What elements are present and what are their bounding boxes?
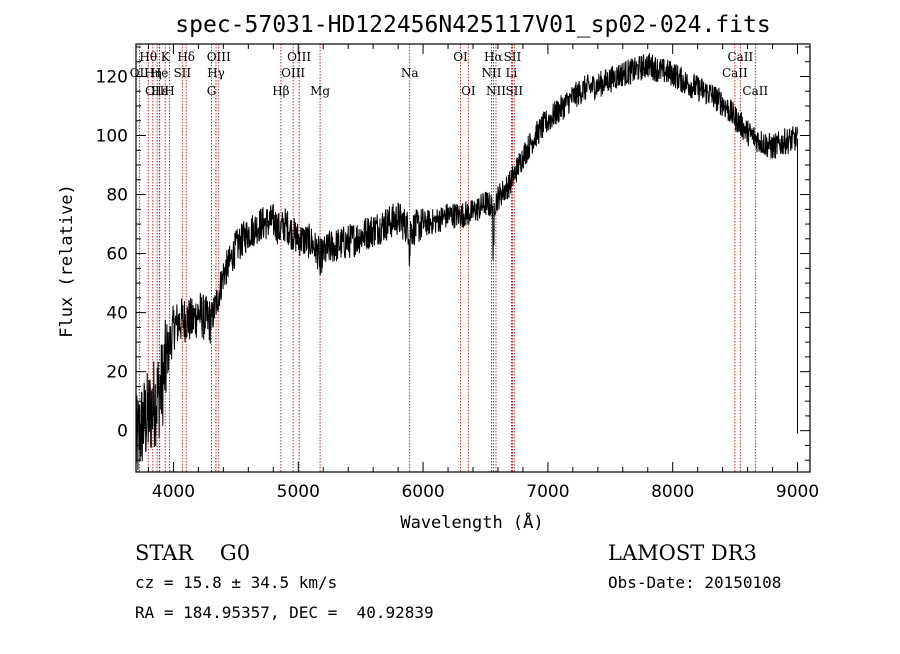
line-label-16: Mg: [310, 84, 330, 98]
y-tick-label-60: 60: [106, 245, 128, 265]
y-tick-label-120: 120: [96, 67, 128, 87]
survey-name: LAMOST DR3: [608, 541, 757, 565]
line-label-4: K: [161, 50, 171, 64]
line-label-14: OIII: [287, 50, 311, 64]
y-tick-label-20: 20: [106, 363, 128, 383]
line-label-5: He: [151, 66, 169, 80]
line-label-8: H: [164, 84, 174, 98]
line-label-20: Hα: [484, 50, 503, 64]
line-label-13: Hβ: [272, 84, 289, 98]
line-label-11: Hγ: [207, 66, 225, 80]
redshift-readout: cz = 15.8 ± 34.5 km/s: [135, 573, 337, 592]
spectrum-series-line: [135, 53, 798, 471]
y-tick-label-0: 0: [117, 422, 128, 442]
line-label-26: CaII: [727, 50, 753, 64]
line-label-9: Hδ: [177, 50, 195, 64]
line-label-27: CaII: [722, 66, 748, 80]
line-label-18: OI: [453, 50, 468, 64]
x-tick-label-4000: 4000: [152, 482, 195, 502]
y-tick-label-80: 80: [106, 186, 128, 206]
line-label-12: G: [207, 84, 217, 98]
line-label-24: NII: [486, 84, 506, 98]
x-tick-label-9000: 9000: [776, 482, 819, 502]
line-label-15: OIII: [281, 66, 305, 80]
line-label-7: SII: [173, 66, 191, 80]
line-label-17: Na: [401, 66, 419, 80]
series-layer: [135, 53, 799, 471]
x-tick-label-6000: 6000: [401, 482, 444, 502]
line-label-0: Hθ: [139, 50, 157, 64]
axis-ticks: 4000 5000 6000 7000 8000 9000 0 20 40 60 80 100 120: [96, 44, 819, 502]
x-tick-label-7000: 7000: [526, 482, 569, 502]
line-label-21: SII: [504, 50, 522, 64]
object-class: STAR G0: [135, 541, 250, 565]
plot-frame: [135, 43, 811, 473]
line-label-6: Hε: [151, 84, 168, 98]
observation-date: Obs-Date: 20150108: [608, 573, 781, 592]
x-tick-label-8000: 8000: [651, 482, 694, 502]
line-label-23: Li: [506, 66, 518, 80]
line-label-2: Hη: [144, 66, 162, 80]
x-tick-label-5000: 5000: [277, 482, 320, 502]
line-label-22: NII: [481, 66, 501, 80]
line-label-25: SII: [505, 84, 523, 98]
line-label-28: CaII: [742, 84, 768, 98]
coordinates-readout: RA = 184.95357, DEC = 40.92839: [135, 603, 434, 622]
line-label-19: OI: [461, 84, 476, 98]
x-axis-label: Wavelength (Å): [400, 511, 543, 533]
y-tick-label-100: 100: [96, 127, 128, 147]
y-tick-label-40: 40: [106, 304, 128, 324]
line-label-10: OIII: [207, 50, 231, 64]
y-axis-label: Flux (relative): [57, 184, 77, 338]
line-label-3: OIII: [145, 84, 169, 98]
chart-title: spec-57031-HD122456N425117V01_sp02-024.f…: [175, 12, 770, 38]
